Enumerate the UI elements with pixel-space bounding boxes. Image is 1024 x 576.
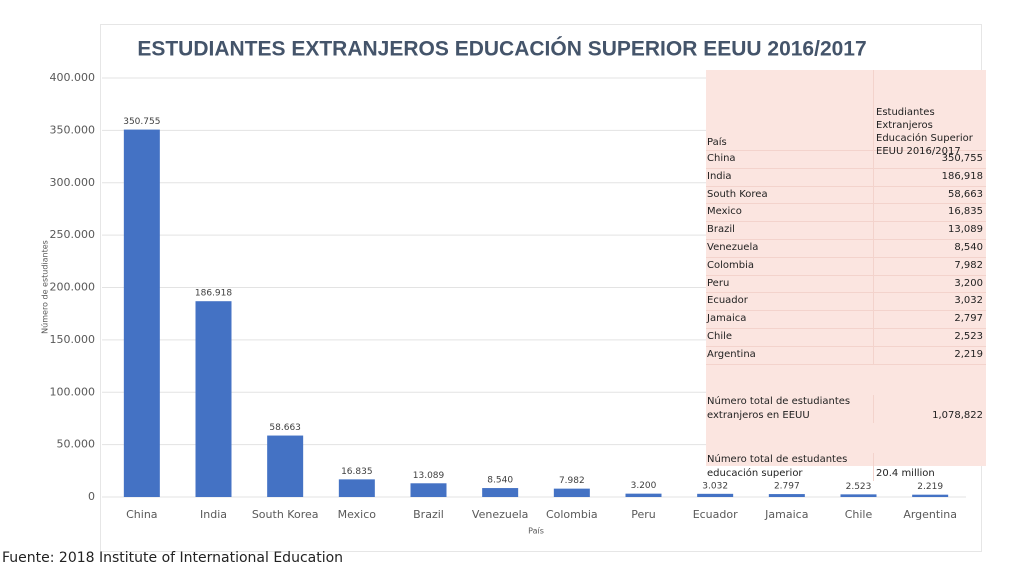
- x-tick-label: Argentina: [903, 508, 957, 521]
- table-cell: 350,755: [941, 153, 983, 164]
- table-cell: Venezuela: [706, 239, 874, 257]
- x-tick-label: Peru: [631, 508, 656, 521]
- bar: [123, 129, 160, 497]
- x-tick-label: Colombia: [546, 508, 598, 521]
- table-row: Jamaica 2,797: [706, 311, 986, 329]
- bar: [912, 494, 949, 497]
- table-row: Venezuela 8,540: [706, 239, 986, 258]
- table-cell: Jamaica: [706, 311, 874, 328]
- table-cell: 186,918: [941, 170, 983, 182]
- table-cell: India: [706, 168, 874, 186]
- table-cell: 13,089: [948, 224, 983, 236]
- table-cell: Mexico: [706, 204, 874, 222]
- table-cell: 2,797: [954, 313, 983, 325]
- bar: [410, 483, 447, 497]
- chart-title: ESTUDIANTES EXTRANJEROS EDUCACIÓN SUPERI…: [137, 37, 866, 61]
- table-cell: 8,540: [954, 241, 983, 253]
- table-cell: Colombia: [706, 257, 874, 275]
- data-label: 16.835: [341, 467, 373, 477]
- y-tick-label: 400.000: [50, 71, 96, 84]
- x-tick-label: Mexico: [338, 508, 377, 521]
- y-tick-label: 50.000: [57, 438, 96, 451]
- header-cell: País: [706, 70, 874, 150]
- bar: [768, 494, 805, 497]
- table-cell: 1,078,822: [932, 409, 983, 421]
- data-label: 350.755: [123, 117, 160, 127]
- table-cell: Número total de estudiantes extranjeros …: [706, 394, 874, 423]
- y-tick-label: 150.000: [50, 333, 96, 346]
- data-label: 58.663: [269, 423, 301, 433]
- bar: [195, 301, 232, 497]
- table-row: India 186,918: [706, 168, 986, 187]
- x-tick-label: South Korea: [252, 508, 319, 521]
- bar: [267, 435, 304, 497]
- y-tick-label: 100.000: [50, 385, 96, 398]
- table-row: Colombia 7,982: [706, 257, 986, 276]
- table-cell: Chile: [706, 328, 874, 346]
- table-cell: 2,219: [954, 348, 983, 360]
- data-label: 2.797: [774, 482, 800, 492]
- y-axis-label: Número de estudiantes: [41, 240, 50, 334]
- table-cell: 58,663: [948, 188, 983, 200]
- table-header: País Estudiantes Extranjeros Educación Su…: [706, 70, 986, 157]
- table-row: Mexico 16,835: [706, 204, 986, 223]
- table-cell: Número total de estudantes educación sup…: [706, 452, 874, 481]
- table-row: Ecuador 3,032: [706, 293, 986, 312]
- data-table: País Estudiantes Extranjeros Educación Su…: [706, 70, 986, 481]
- data-label: 13.089: [413, 471, 445, 481]
- x-tick-label: China: [126, 508, 157, 521]
- bar: [553, 488, 590, 497]
- x-tick-label: Chile: [845, 508, 873, 521]
- total-row: Número total de estudantes educación sup…: [706, 452, 986, 481]
- x-axis-label: País: [528, 527, 544, 536]
- table-cell: 2,523: [954, 330, 983, 342]
- table-cell: China: [706, 151, 874, 168]
- x-tick-label: Venezuela: [472, 508, 529, 521]
- table-cell: Ecuador: [706, 293, 874, 311]
- data-label: 3.200: [631, 481, 657, 491]
- bar: [482, 488, 519, 497]
- data-label: 8.540: [487, 476, 513, 486]
- table-cell: 16,835: [948, 206, 983, 218]
- x-tick-label: Ecuador: [693, 508, 738, 521]
- y-tick-label: 250.000: [50, 228, 96, 241]
- table-cell: South Korea: [706, 186, 874, 204]
- table-cell: Peru: [706, 275, 874, 293]
- bar: [840, 494, 877, 497]
- y-tick-label: 300.000: [50, 176, 96, 189]
- table-cell: Brazil: [706, 222, 874, 239]
- table-cell: Argentina: [706, 346, 874, 364]
- bar: [338, 479, 375, 497]
- bar: [625, 493, 662, 497]
- table-row: Peru 3,200: [706, 275, 986, 294]
- bar: [697, 493, 734, 497]
- table-cell: 3,032: [954, 295, 983, 307]
- table-cell: 20.4 million: [876, 467, 935, 479]
- data-label: 3.032: [702, 481, 728, 491]
- x-tick-label: Jamaica: [764, 508, 808, 521]
- table-row: China 350,755: [706, 151, 986, 169]
- table-row: Argentina 2,219: [706, 346, 986, 365]
- table-row: Chile 2,523: [706, 328, 986, 347]
- header-cell: Estudiantes Extranjeros Educación Superi…: [876, 107, 973, 157]
- y-tick-label: 350.000: [50, 123, 96, 136]
- total-row: Número total de estudiantes extranjeros …: [706, 394, 986, 423]
- x-tick-label: India: [200, 508, 227, 521]
- table-cell: 7,982: [954, 259, 983, 271]
- table-row: South Korea 58,663: [706, 186, 986, 205]
- data-label: 7.982: [559, 476, 585, 486]
- x-tick-label: Brazil: [413, 508, 444, 521]
- data-label: 2.219: [917, 482, 943, 492]
- table-cell: 3,200: [954, 277, 983, 289]
- source: Fuente: 2018 Institute of International …: [2, 550, 344, 566]
- data-label: 186.918: [195, 289, 232, 299]
- data-label: 2.523: [846, 482, 872, 492]
- y-tick-label: 0: [88, 490, 95, 503]
- table-row: Brazil 13,089: [706, 222, 986, 240]
- y-tick-label: 200.000: [50, 281, 96, 294]
